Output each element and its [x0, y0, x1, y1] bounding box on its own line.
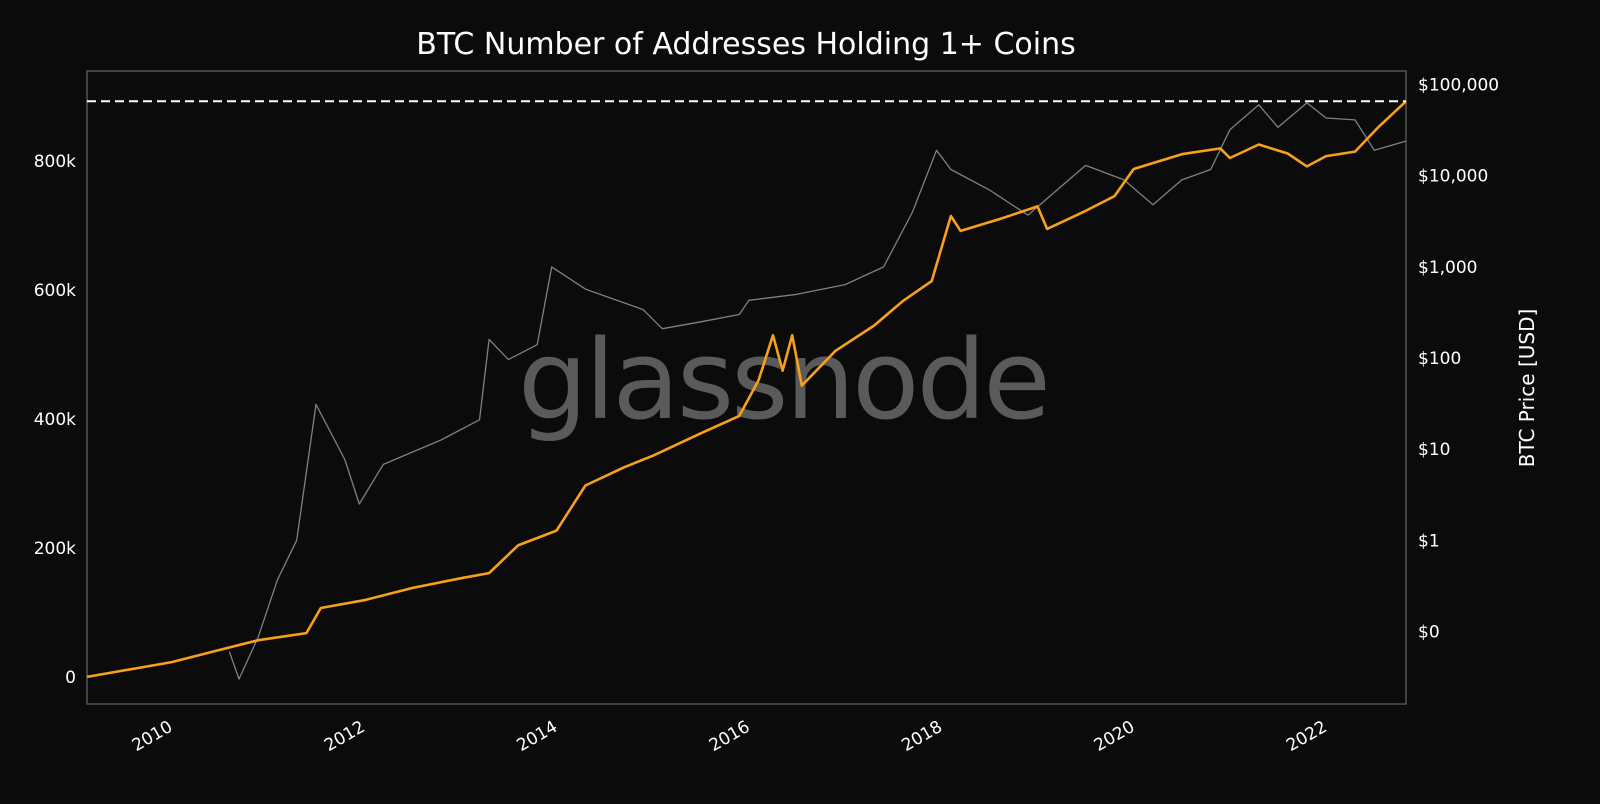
- y2-tick-label: $1: [1418, 531, 1440, 551]
- x-tick-label: 2012: [321, 717, 368, 756]
- y2-tick-label: $10: [1418, 440, 1450, 460]
- x-tick-label: 2018: [898, 717, 945, 756]
- y2-tick-label: $10,000: [1418, 167, 1488, 187]
- addresses-line: [86, 100, 1407, 679]
- x-tick-label: 2020: [1091, 717, 1138, 756]
- chart-title: BTC Number of Addresses Holding 1+ Coins: [416, 27, 1076, 62]
- plot-background: [86, 70, 1407, 705]
- y-tick-label: 600k: [34, 281, 76, 301]
- y2-tick-label: $1,000: [1418, 258, 1477, 278]
- watermark: glassnode: [518, 316, 1048, 444]
- y2-tick-label: $100: [1418, 349, 1461, 369]
- x-tick-label: 2010: [129, 717, 176, 756]
- price-line: [228, 102, 1407, 680]
- y-tick-label: 200k: [34, 539, 76, 559]
- x-tick-label: 2022: [1283, 717, 1330, 756]
- y2-tick-label: $0: [1418, 622, 1440, 642]
- y2-tick-label: $100,000: [1418, 76, 1499, 96]
- y-tick-label: 400k: [34, 410, 76, 430]
- y-tick-label: 0: [65, 668, 76, 688]
- y-tick-label: 800k: [34, 152, 76, 172]
- y2-axis-label: BTC Price [USD]: [1515, 309, 1539, 468]
- x-tick-label: 2016: [706, 717, 753, 756]
- x-tick-label: 2014: [514, 717, 561, 756]
